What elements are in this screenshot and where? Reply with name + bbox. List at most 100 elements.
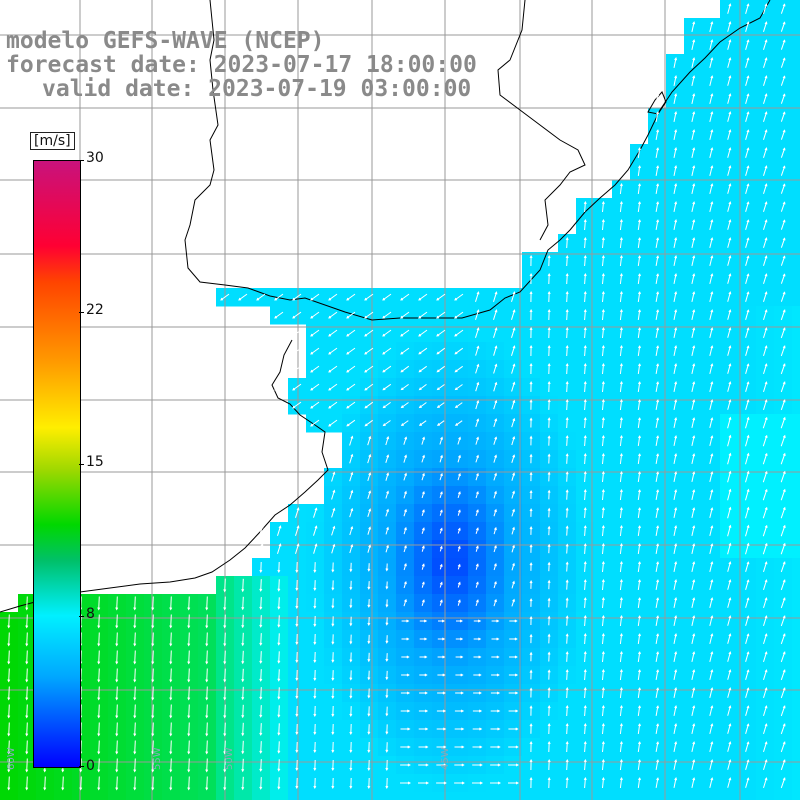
wind-arrow xyxy=(242,686,244,700)
wind-arrow xyxy=(511,599,515,607)
wind-arrow-head xyxy=(169,769,173,773)
wind-arrow-head xyxy=(458,436,461,440)
wind-arrow xyxy=(619,687,623,699)
wind-arrow xyxy=(727,489,731,501)
wind-arrow xyxy=(637,544,641,554)
wind-arrow xyxy=(709,705,713,717)
wind-arrow-head xyxy=(674,57,678,61)
wind-arrow xyxy=(383,401,391,409)
wind-arrow-head xyxy=(310,423,314,427)
wind-arrow xyxy=(602,309,604,321)
wind-arrow-head xyxy=(295,569,299,574)
wind-arrow-head xyxy=(238,297,242,301)
wind-arrow-head xyxy=(782,633,786,637)
wind-arrow-head xyxy=(674,399,678,403)
wind-arrow-head xyxy=(746,237,750,241)
wind-arrow-head xyxy=(424,637,428,641)
wind-arrow-head xyxy=(710,597,714,601)
wind-arrow-head xyxy=(746,273,750,277)
wind-arrow-head xyxy=(692,345,696,349)
wind-arrow xyxy=(224,614,226,628)
wind-arrow-head xyxy=(295,659,299,664)
wind-cell xyxy=(738,792,757,800)
wind-arrow xyxy=(493,328,497,338)
wind-arrow-head xyxy=(710,57,714,61)
wind-arrow xyxy=(745,724,749,734)
wind-arrow xyxy=(310,383,320,391)
wind-arrow-head xyxy=(79,769,83,773)
wind-arrow xyxy=(673,597,677,609)
wind-arrow xyxy=(310,311,320,319)
wind-arrow-head xyxy=(656,93,660,97)
wind-arrow xyxy=(566,652,568,662)
wind-arrow-head xyxy=(368,435,372,440)
wind-arrow-head xyxy=(25,697,29,701)
wind-arrow-head xyxy=(346,315,350,319)
wind-arrow xyxy=(762,435,768,447)
wind-arrow-head xyxy=(565,344,569,349)
wind-arrow xyxy=(745,238,749,248)
wind-arrow-head xyxy=(710,399,714,403)
wind-cell xyxy=(612,792,631,800)
wind-arrow xyxy=(260,759,262,771)
wind-arrow-head xyxy=(494,363,498,367)
wind-arrow xyxy=(259,526,263,536)
wind-arrow-head xyxy=(638,597,641,601)
wind-cell xyxy=(522,792,541,800)
wind-arrow-head xyxy=(332,489,336,493)
wind-arrow xyxy=(673,220,677,230)
wind-arrow-head xyxy=(328,405,332,409)
wind-arrow xyxy=(584,255,586,267)
wind-arrow-head xyxy=(692,561,696,565)
wind-arrow xyxy=(727,562,731,572)
wind-arrow xyxy=(364,329,374,337)
wind-arrow xyxy=(134,668,136,682)
wind-arrow-head xyxy=(314,525,318,529)
wind-arrow-head xyxy=(656,525,660,529)
wind-arrow-head xyxy=(386,454,390,458)
wind-arrow xyxy=(346,347,356,355)
wind-arrow-head xyxy=(457,491,461,495)
wind-arrow-head xyxy=(529,687,533,691)
wind-arrow-head xyxy=(385,568,389,572)
wind-arrow-head xyxy=(514,637,518,641)
wind-arrow xyxy=(727,417,731,429)
wind-arrow-head xyxy=(710,741,714,745)
wind-arrow xyxy=(780,759,786,771)
wind-arrow-head xyxy=(223,715,227,719)
wind-arrow xyxy=(206,650,208,664)
wind-arrow-head xyxy=(547,543,551,548)
wind-arrow-head xyxy=(710,201,714,205)
wind-arrow-head xyxy=(497,745,501,749)
wind-arrow-head xyxy=(529,651,533,655)
wind-arrow xyxy=(242,596,244,610)
wind-arrow xyxy=(780,723,786,735)
wind-arrow-head xyxy=(479,763,483,767)
wind-arrow-head xyxy=(442,655,446,659)
wind-arrow xyxy=(673,184,677,194)
wind-arrow-head xyxy=(782,93,786,97)
wind-arrow-head xyxy=(764,57,768,61)
wind-arrow-head xyxy=(674,363,678,367)
wind-arrow-head xyxy=(764,381,768,385)
wind-arrow xyxy=(328,419,338,427)
wind-arrow xyxy=(364,347,374,355)
wind-arrow-head xyxy=(601,524,605,529)
wind-arrow-head xyxy=(350,544,354,548)
wind-arrow xyxy=(566,687,568,699)
wind-arrow-head xyxy=(418,297,422,301)
wind-arrow xyxy=(763,238,767,248)
wind-arrow xyxy=(584,687,586,699)
wind-arrow xyxy=(292,329,302,337)
wind-arrow xyxy=(602,489,604,501)
wind-arrow xyxy=(475,292,479,302)
wind-arrow xyxy=(206,740,208,754)
wind-cell xyxy=(792,486,800,505)
wind-arrow xyxy=(292,293,302,301)
wind-arrow xyxy=(691,129,695,141)
wind-arrow-head xyxy=(494,381,498,386)
wind-arrow-head xyxy=(425,727,429,731)
wind-arrow-head xyxy=(547,471,551,475)
wind-arrow xyxy=(584,273,586,285)
wind-cell xyxy=(432,792,451,800)
